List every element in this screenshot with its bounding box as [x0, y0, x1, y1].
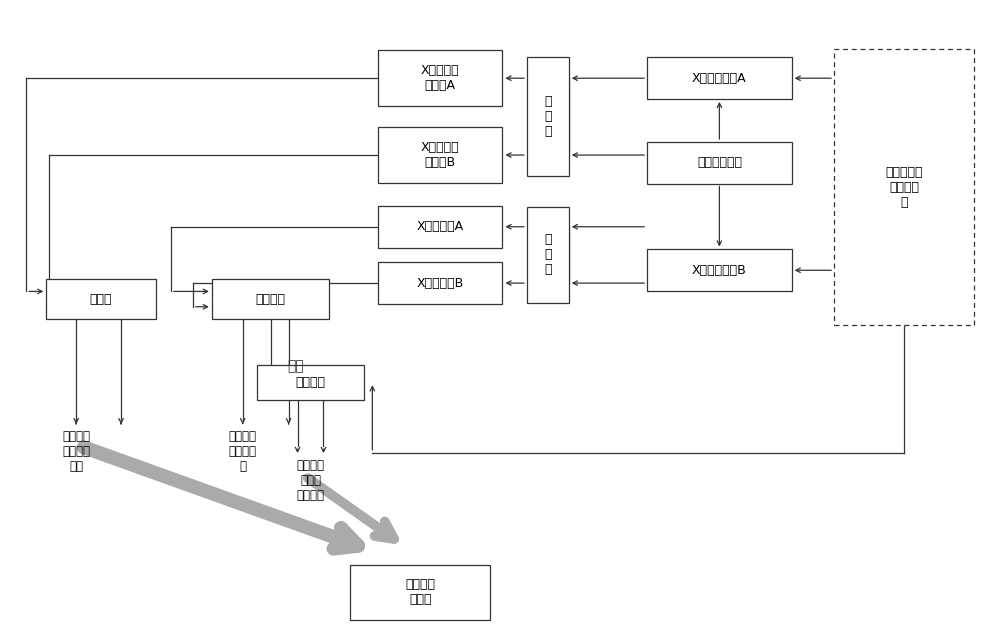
FancyBboxPatch shape: [257, 365, 364, 400]
Text: X频段应答机B: X频段应答机B: [692, 264, 747, 276]
FancyBboxPatch shape: [527, 207, 569, 303]
Text: 地面深空
测控站: 地面深空 测控站: [405, 578, 435, 606]
FancyBboxPatch shape: [378, 262, 502, 304]
Text: 波导开关: 波导开关: [256, 293, 286, 305]
FancyBboxPatch shape: [527, 57, 569, 176]
Text: 多
工
器: 多 工 器: [544, 95, 552, 138]
FancyBboxPatch shape: [350, 565, 490, 619]
FancyBboxPatch shape: [647, 249, 792, 291]
Text: X频段行放B: X频段行放B: [417, 276, 464, 289]
Text: 综合电子（
遥测处理
）: 综合电子（ 遥测处理 ）: [885, 165, 923, 208]
FancyBboxPatch shape: [834, 50, 974, 325]
FancyBboxPatch shape: [647, 142, 792, 183]
Text: 多工器: 多工器: [90, 293, 112, 305]
FancyBboxPatch shape: [647, 57, 792, 99]
FancyBboxPatch shape: [46, 279, 156, 319]
FancyBboxPatch shape: [212, 279, 329, 319]
Text: 中增益测
控发射天
线: 中增益测 控发射天 线: [229, 430, 257, 473]
Text: 二维驱动
高增益
测控天线: 二维驱动 高增益 测控天线: [297, 459, 325, 502]
Text: X频段行放A: X频段行放A: [417, 221, 464, 233]
FancyBboxPatch shape: [378, 127, 502, 183]
FancyBboxPatch shape: [378, 206, 502, 248]
Text: X频段固态
放大器B: X频段固态 放大器B: [421, 141, 459, 169]
Text: 多
工
器: 多 工 器: [544, 233, 552, 276]
FancyBboxPatch shape: [378, 50, 502, 106]
Text: 遥测: 遥测: [287, 359, 304, 374]
Text: 二维驱动: 二维驱动: [296, 376, 326, 389]
Text: 宽波束低
增益发射
天线: 宽波束低 增益发射 天线: [62, 430, 90, 473]
Text: 高稳定频率源: 高稳定频率源: [697, 156, 742, 169]
Text: X频段应答机A: X频段应答机A: [692, 72, 747, 85]
Text: X频段固态
放大器A: X频段固态 放大器A: [421, 64, 459, 92]
